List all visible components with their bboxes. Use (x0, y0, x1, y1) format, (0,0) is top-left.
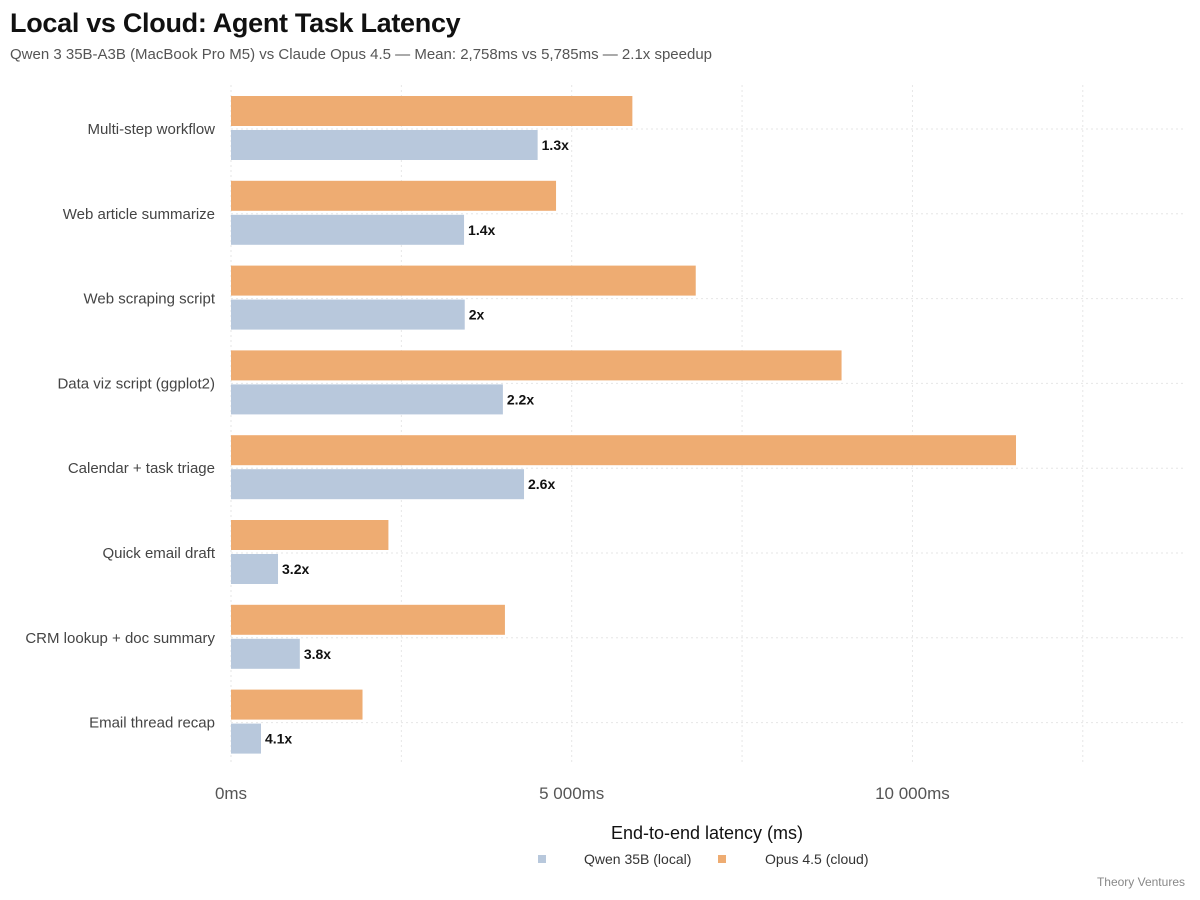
category-label: Web scraping script (84, 291, 216, 308)
category-label: CRM lookup + doc summary (25, 630, 215, 647)
speedup-label: 3.2x (282, 561, 309, 577)
bar-local (231, 130, 538, 160)
speedup-label: 1.3x (542, 137, 569, 153)
bar-local (231, 384, 503, 415)
speedup-label: 3.8x (304, 646, 331, 662)
bar-cloud (231, 265, 696, 296)
bar-local (231, 299, 465, 330)
bar-cloud (231, 96, 633, 126)
chart-caption: Theory Ventures (1096, 875, 1185, 889)
speedup-label: 1.4x (468, 222, 495, 238)
category-label: Calendar + task triage (68, 460, 215, 477)
x-tick-label: 0ms (215, 784, 247, 803)
legend-swatch (538, 855, 546, 863)
bar-local (231, 723, 261, 754)
bar-cloud (231, 350, 842, 381)
x-tick-label: 10 000ms (875, 784, 950, 803)
speedup-label: 2.2x (507, 391, 534, 407)
speedup-label: 4.1x (265, 731, 292, 747)
bar-cloud (231, 520, 389, 550)
category-label: Email thread recap (89, 715, 215, 732)
speedup-label: 2x (469, 307, 485, 323)
category-label: Data viz script (ggplot2) (57, 375, 215, 392)
x-tick-label: 5 000ms (539, 784, 604, 803)
chart-title: Local vs Cloud: Agent Task Latency (10, 8, 461, 38)
legend-label: Qwen 35B (local) (584, 851, 691, 867)
chart-subtitle: Qwen 3 35B-A3B (MacBook Pro M5) vs Claud… (10, 46, 713, 63)
bar-local (231, 469, 525, 500)
bar-local (231, 638, 300, 669)
x-axis-label: End-to-end latency (ms) (611, 823, 803, 843)
category-label: Web article summarize (63, 206, 215, 223)
bar-local (231, 554, 279, 584)
bar-local (231, 214, 465, 245)
speedup-label: 2.6x (528, 476, 555, 492)
bar-cloud (231, 689, 363, 720)
legend-label: Opus 4.5 (cloud) (765, 851, 869, 867)
bar-cloud (231, 180, 557, 211)
category-label: Quick email draft (102, 545, 215, 562)
legend-swatch (718, 855, 726, 863)
bar-cloud (231, 604, 505, 635)
bar-cloud (231, 435, 1017, 466)
category-label: Multi-step workflow (87, 121, 215, 138)
